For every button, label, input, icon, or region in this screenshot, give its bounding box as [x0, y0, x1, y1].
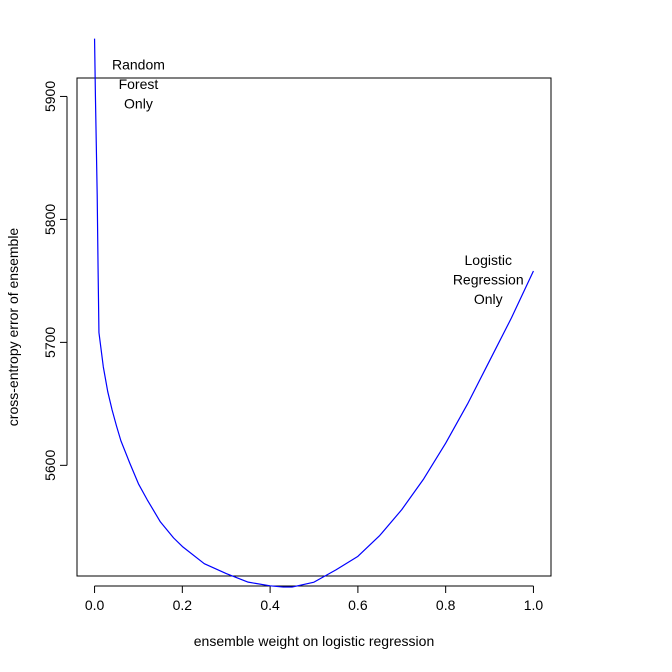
series-layer [93, 38, 534, 588]
x-tick-label: 0.8 [436, 597, 456, 613]
annotation-text: Only [474, 291, 503, 307]
annotation-text: Regression [453, 271, 524, 287]
annotation-layer: Random Forest Only Logistic Regression Only [112, 56, 524, 307]
annotation-text: Random [112, 56, 165, 72]
annotation-text: Only [124, 95, 153, 111]
y-tick-label: 5700 [42, 327, 58, 358]
x-tick-label: 0.2 [173, 597, 193, 613]
x-axis-title: ensemble weight on logistic regression [194, 633, 434, 649]
y-axis: 5600 5700 5800 5900 [42, 81, 68, 481]
x-tick-label: 0.0 [85, 597, 105, 613]
annotation-text: Forest [119, 76, 159, 92]
y-tick-label: 5800 [42, 204, 58, 235]
x-tick-label: 0.6 [348, 597, 368, 613]
x-axis: 0.0 0.2 0.4 0.6 0.8 1.0 [85, 585, 544, 613]
y-tick-label: 5900 [42, 81, 58, 112]
series-line [93, 38, 534, 588]
plot-frame [76, 77, 552, 577]
annotation-text: Logistic [465, 252, 512, 268]
x-tick-label: 0.4 [260, 597, 280, 613]
y-tick-label: 5600 [42, 450, 58, 481]
x-tick-label: 1.0 [524, 597, 544, 613]
y-axis-title: cross-entropy error of ensemble [5, 228, 21, 427]
